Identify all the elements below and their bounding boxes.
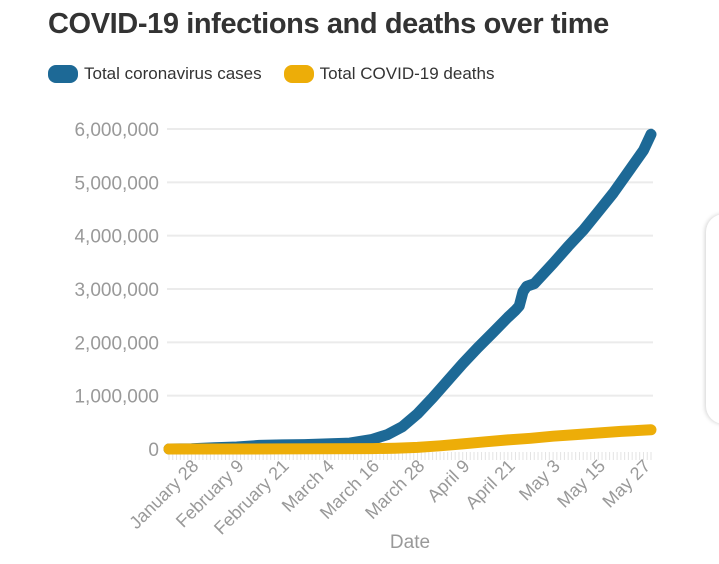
legend: Total coronavirus cases Total COVID-19 d… bbox=[48, 64, 516, 84]
x-tick-label: April 21 bbox=[461, 456, 518, 513]
y-tick-label: 5,000,000 bbox=[74, 173, 159, 194]
y-tick-label: 6,000,000 bbox=[74, 120, 159, 141]
y-axis: 0 1,000,000 2,000,000 3,000,000 4,000,000 5,0… bbox=[74, 120, 159, 461]
legend-item-deaths[interactable]: Total COVID-19 deaths bbox=[283, 64, 495, 84]
x-axis-label: Date bbox=[390, 532, 430, 553]
y-tick-label: 0 bbox=[148, 440, 159, 461]
series-line-deaths[interactable] bbox=[163, 424, 657, 455]
legend-label-cases: Total coronavirus cases bbox=[84, 64, 262, 83]
legend-swatch-deaths bbox=[283, 65, 314, 83]
gridlines bbox=[167, 128, 653, 397]
y-tick-label: 1,000,000 bbox=[74, 387, 159, 408]
y-tick-label: 4,000,000 bbox=[74, 227, 159, 248]
series-lines bbox=[163, 128, 657, 455]
chart-title: COVID-19 infections and deaths over time bbox=[48, 8, 609, 40]
legend-item-cases[interactable]: Total coronavirus cases bbox=[48, 64, 262, 84]
legend-label-deaths: Total COVID-19 deaths bbox=[319, 64, 495, 83]
y-tick-label: 3,000,000 bbox=[74, 280, 159, 301]
y-tick-label: 2,000,000 bbox=[74, 333, 159, 354]
x-tick-label: May 27 bbox=[598, 456, 654, 512]
side-panel-edge[interactable] bbox=[706, 214, 719, 424]
legend-swatch-cases bbox=[48, 65, 78, 83]
x-tick-label: May 15 bbox=[553, 456, 609, 512]
